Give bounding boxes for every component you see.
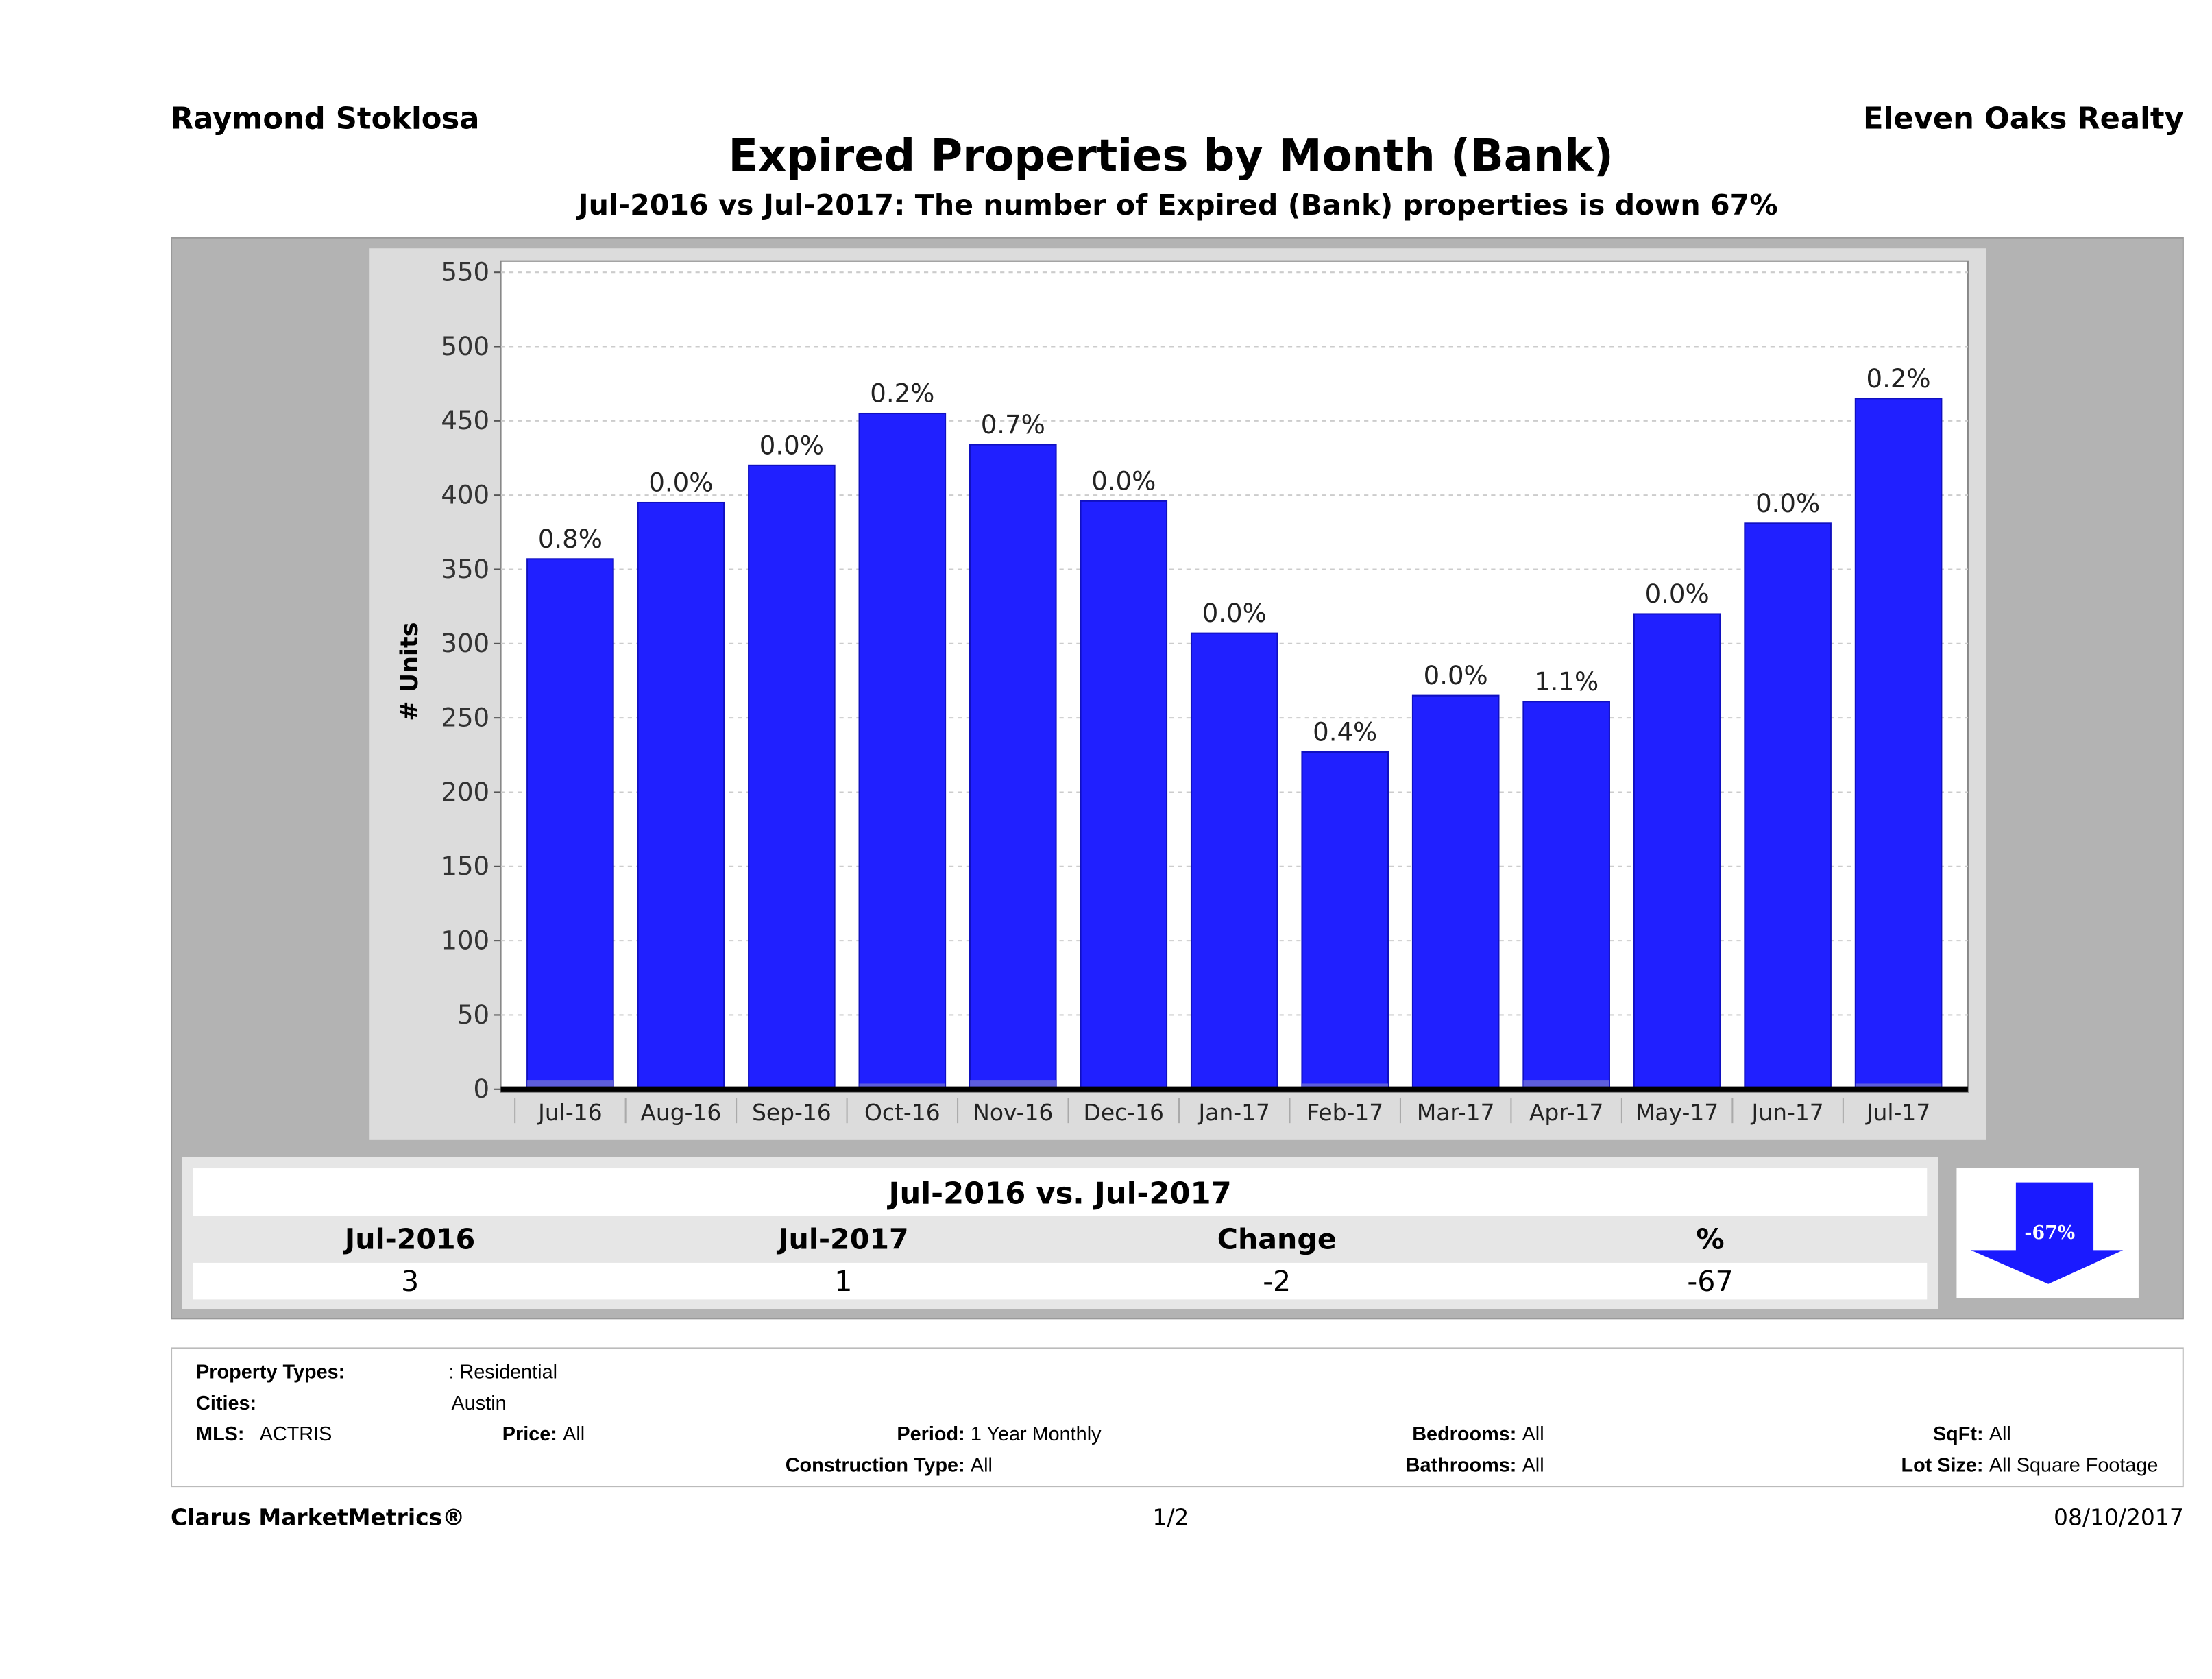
x-tick-label: Oct-16 bbox=[864, 1099, 940, 1126]
chart-panel: 0 50 100 150 200 250 300 350 400 450 500 550 # Units… bbox=[369, 248, 1986, 1140]
x-tick-label: Jun-17 bbox=[1751, 1099, 1824, 1126]
data-label: 0.0% bbox=[1645, 579, 1710, 609]
x-tick-label: Aug-16 bbox=[640, 1099, 721, 1126]
bar-total bbox=[969, 444, 1057, 1090]
y-tick-label: 100 bbox=[441, 926, 489, 955]
property-types-value: : Residential bbox=[448, 1360, 558, 1383]
page-number: 1/2 bbox=[1152, 1503, 1189, 1531]
x-tick-label: Dec-16 bbox=[1084, 1099, 1164, 1126]
change-arrow-box: -67% bbox=[1956, 1168, 2139, 1298]
data-label: 0.7% bbox=[981, 410, 1045, 439]
property-types-label: Property Types: bbox=[196, 1360, 345, 1383]
x-tick-label: Apr-17 bbox=[1529, 1099, 1604, 1126]
summary-value-row: 3 1 -2 -67 bbox=[193, 1262, 1928, 1300]
bedrooms-label: Bedrooms: bbox=[1412, 1422, 1517, 1445]
bar-total bbox=[1744, 522, 1832, 1090]
y-tick-label: 200 bbox=[441, 777, 489, 807]
y-tick-label: 50 bbox=[457, 1000, 489, 1030]
y-tick-label: 150 bbox=[441, 851, 489, 881]
bar-total bbox=[1080, 500, 1168, 1090]
bar-total bbox=[748, 464, 836, 1090]
price-value: All bbox=[563, 1422, 585, 1445]
summary-value: 3 bbox=[400, 1264, 420, 1298]
data-label: 0.0% bbox=[648, 468, 713, 498]
bathrooms-label: Bathrooms: bbox=[1405, 1453, 1517, 1476]
bar-total bbox=[1411, 694, 1500, 1090]
period-label: Period: bbox=[897, 1422, 965, 1445]
data-label: 0.0% bbox=[1091, 466, 1156, 496]
company-name: Eleven Oaks Realty bbox=[1863, 101, 2184, 136]
data-label: 1.1% bbox=[1534, 667, 1599, 697]
summary-value: -67 bbox=[1687, 1264, 1734, 1298]
x-tick-label: Jan-17 bbox=[1198, 1099, 1270, 1126]
x-tick-label: May-17 bbox=[1636, 1099, 1718, 1126]
agent-name: Raymond Stoklosa bbox=[171, 101, 480, 136]
data-label: 0.2% bbox=[870, 379, 934, 409]
bathrooms-value: All bbox=[1522, 1453, 1544, 1476]
bar-total bbox=[1854, 398, 1943, 1090]
summary-value: 1 bbox=[834, 1264, 853, 1298]
chart-title: Expired Properties by Month (Bank) bbox=[728, 131, 1614, 182]
sqft-label: SqFt: bbox=[1932, 1422, 1984, 1445]
period-value: 1 Year Monthly bbox=[970, 1422, 1102, 1445]
bar-total bbox=[637, 501, 725, 1090]
bar-total bbox=[526, 558, 614, 1090]
bar-chart: 0 50 100 150 200 250 300 350 400 450 500 550 # Units… bbox=[396, 258, 1969, 1126]
y-tick-label: 400 bbox=[441, 481, 489, 510]
x-tick-label: Jul-17 bbox=[1865, 1099, 1930, 1126]
arrow-label: -67% bbox=[2024, 1222, 2075, 1244]
data-label: 0.0% bbox=[1424, 661, 1488, 690]
bar-total bbox=[1301, 751, 1389, 1090]
y-tick-label: 350 bbox=[441, 555, 489, 584]
data-label: 0.2% bbox=[1867, 364, 1931, 394]
data-label: 0.0% bbox=[1202, 599, 1267, 628]
summary-heading: Jul-2016 vs. Jul-2017 bbox=[193, 1168, 1928, 1216]
construction-value: All bbox=[970, 1453, 993, 1476]
bar-bank bbox=[1302, 1083, 1388, 1089]
sqft-value: All bbox=[1989, 1422, 2011, 1445]
y-tick-label: 300 bbox=[441, 629, 489, 658]
brand: Clarus MarketMetrics® bbox=[171, 1503, 465, 1531]
mls-label: MLS: bbox=[196, 1422, 245, 1445]
summary-col-header: Jul-2017 bbox=[778, 1222, 909, 1256]
x-tick-label: Mar-17 bbox=[1417, 1099, 1495, 1126]
data-label: 0.0% bbox=[1755, 489, 1820, 518]
data-label: 0.4% bbox=[1313, 718, 1377, 747]
down-arrow-icon: -67% bbox=[1971, 1182, 2124, 1284]
data-label: 0.0% bbox=[759, 431, 824, 460]
cities-value: Austin bbox=[451, 1391, 507, 1414]
y-tick-label: 250 bbox=[441, 703, 489, 732]
bar-total bbox=[858, 412, 947, 1090]
summary-col-header: Jul-2016 bbox=[344, 1222, 476, 1256]
bar-bank bbox=[859, 1083, 946, 1089]
summary-value: -2 bbox=[1263, 1264, 1291, 1298]
summary-col-header: % bbox=[1696, 1222, 1725, 1256]
y-tick-label: 0 bbox=[474, 1074, 490, 1104]
y-tick-label: 550 bbox=[441, 258, 489, 287]
bar-bank bbox=[1855, 1083, 1942, 1089]
construction-label: Construction Type: bbox=[785, 1453, 965, 1476]
report-date: 08/10/2017 bbox=[2053, 1503, 2184, 1531]
bar-total bbox=[1522, 701, 1610, 1090]
lot-size-label: Lot Size: bbox=[1901, 1453, 1984, 1476]
summary-header-row: Jul-2016 Jul-2017 Change % bbox=[193, 1219, 1927, 1260]
bar-total bbox=[1190, 632, 1278, 1090]
x-tick-label: Jul-16 bbox=[537, 1099, 602, 1126]
cities-label: Cities: bbox=[196, 1391, 257, 1414]
mls-value: ACTRIS bbox=[259, 1422, 332, 1445]
lot-size-value: All Square Footage bbox=[1989, 1453, 2159, 1476]
x-tick-label: Feb-17 bbox=[1306, 1099, 1383, 1126]
bedrooms-value: All bbox=[1522, 1422, 1544, 1445]
chart-subtitle: Jul-2016 vs Jul-2017: The number of Expi… bbox=[578, 187, 1778, 222]
criteria-footer: Property Types: : Residential Cities: Au… bbox=[171, 1347, 2184, 1488]
bar-total bbox=[1633, 613, 1721, 1090]
y-tick-label: 500 bbox=[441, 332, 489, 361]
y-tick-label: 450 bbox=[441, 406, 489, 435]
x-tick-label: Nov-16 bbox=[973, 1099, 1053, 1126]
data-label: 0.8% bbox=[538, 524, 603, 554]
price-label: Price: bbox=[502, 1422, 557, 1445]
y-axis-label: # Units bbox=[396, 622, 424, 721]
summary-col-header: Change bbox=[1217, 1222, 1337, 1256]
x-tick-label: Sep-16 bbox=[752, 1099, 831, 1126]
